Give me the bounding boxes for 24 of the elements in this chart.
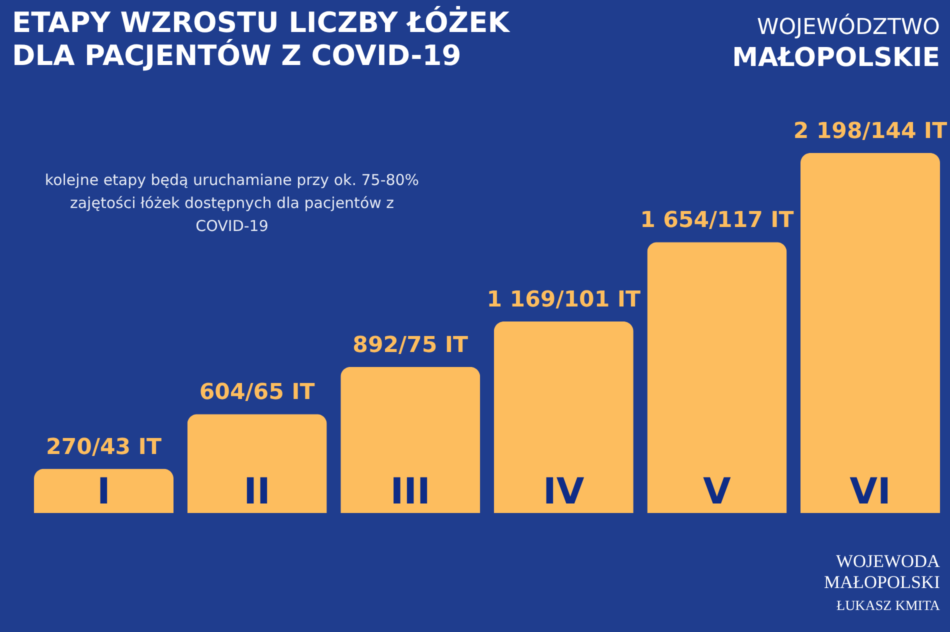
bar bbox=[494, 322, 634, 513]
bar bbox=[647, 242, 787, 513]
x-tick-label: IV bbox=[543, 472, 584, 512]
annotation: kolejne etapy będą uruchamiane przy ok. 75-80% zajętości łóżek dostępnych dla pacjentów z COVID-19 bbox=[44, 171, 420, 235]
chart-title: ETAPY WZROSTU LICZBY ŁÓŻEK DLA PACJENTÓW Z COVID-19 bbox=[12, 5, 511, 72]
text: WOJEWÓDZTWO bbox=[756, 13, 940, 40]
text: ŁUKASZ KMITA bbox=[836, 599, 941, 614]
bar bbox=[800, 153, 940, 513]
x-tick-label: II bbox=[244, 472, 270, 512]
data-label: 604/65 IT bbox=[199, 380, 315, 406]
x-tick-label: III bbox=[390, 472, 430, 512]
data-label: 1 654/117 IT bbox=[640, 208, 794, 234]
data-label: 270/43 IT bbox=[46, 434, 162, 460]
text: WOJEWODA MAŁOPOLSKI bbox=[824, 551, 940, 592]
x-tick-label: V bbox=[703, 472, 732, 512]
bar bbox=[340, 366, 480, 513]
bar bbox=[187, 414, 327, 513]
x-tick-label: I bbox=[97, 472, 110, 512]
data-label: 1 169/101 IT bbox=[486, 288, 640, 313]
data-label: 2 198/144 IT bbox=[793, 119, 948, 144]
data-label: 892/75 IT bbox=[352, 332, 468, 358]
bar bbox=[34, 468, 174, 513]
x-tick-label: VI bbox=[850, 472, 891, 512]
text: MAŁOPOLSKIE bbox=[732, 43, 940, 73]
